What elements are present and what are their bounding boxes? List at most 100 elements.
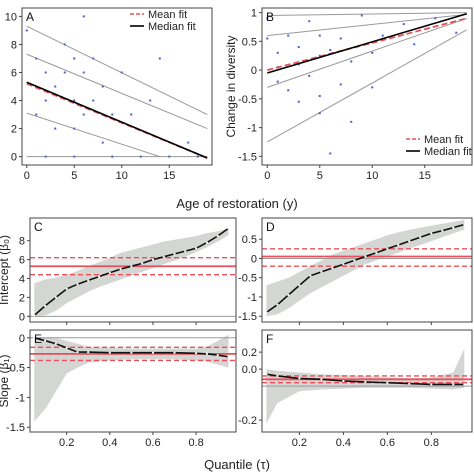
panel-d-y-tick-label: 0 — [251, 253, 257, 265]
panel-a-data-point — [82, 71, 85, 74]
panel-a-data-point — [139, 155, 142, 158]
panel-f-x-tick-label: 0.4 — [336, 437, 351, 449]
panel-d-estimate-point — [386, 247, 389, 250]
panel-b-data-point — [350, 60, 353, 63]
panel-b-data-point — [287, 89, 290, 92]
panel-a-x-tick-label: 5 — [71, 170, 77, 182]
panel-a-data-point — [25, 29, 28, 32]
panel-e-estimate-point — [216, 354, 219, 357]
panel-e-estimate-point — [195, 352, 198, 355]
panel-a-y-tick-label: 8 — [11, 39, 17, 51]
panel-c-plot-area — [30, 227, 236, 317]
panel-d-estimate-point — [298, 284, 301, 287]
panel-f-letter: F — [266, 332, 273, 346]
panel-a-x-tick-label: 15 — [163, 170, 175, 182]
panel-d-estimate-point — [353, 259, 356, 262]
panel-c-estimate-point — [227, 227, 230, 230]
panel-b-data-point — [455, 31, 458, 34]
panel-d-estimate-point — [419, 236, 422, 239]
panel-e-estimate-point — [205, 352, 208, 355]
panel-d-y-tick-label: -1.5 — [238, 311, 257, 323]
panel-e-frame — [29, 329, 237, 433]
panel-c-estimate-point — [151, 258, 155, 261]
panel-f-x-tick-label: 0.8 — [424, 437, 439, 449]
panel-e-estimate-point — [44, 339, 47, 342]
panel-c-estimate-point — [162, 255, 165, 258]
panel-a-data-point — [158, 57, 161, 60]
panel-e-y-tick-label: -1 — [15, 392, 25, 404]
panel-f-estimate-point — [298, 377, 301, 380]
panel-f-y-tick-label: -0.2 — [238, 415, 257, 427]
panel-a-x-tick-label: 10 — [116, 170, 128, 182]
panel-e-y-tick-label: -1.5 — [6, 422, 25, 434]
panel-c-confidence-band — [34, 228, 229, 317]
panel-c-frame — [29, 217, 237, 323]
panel-c-y-tick-label: 8 — [19, 236, 25, 248]
panel-e-x-tick-label: 0.6 — [145, 437, 160, 449]
panel-c-estimate-point — [65, 287, 68, 290]
panel-c-y-tick-label: 2 — [19, 292, 25, 304]
panel-c-estimate-point — [184, 250, 187, 253]
panel-a-data-point — [63, 71, 66, 74]
panel-a-frame — [21, 7, 213, 166]
panel-b-y-tick-label: -1.5 — [238, 151, 257, 163]
panel-d-estimate-point — [276, 303, 279, 306]
x-axis-title-top: Age of restoration (y) — [176, 196, 297, 211]
panel-d-estimate-point — [441, 229, 444, 232]
panel-e-quantile-estimate-line — [34, 337, 229, 358]
panel-f-x-tick-label: 0.2 — [292, 437, 307, 449]
panel-a-data-point — [73, 127, 76, 130]
panel-f-estimate-point — [320, 378, 323, 381]
panel-f-estimate-point — [276, 374, 279, 377]
panel-e-y-tick-label: 0 — [19, 333, 25, 345]
panel-f: F -0.2 0.0 0.2 0.2 0.4 0.6 0.8 — [238, 329, 473, 449]
panel-e-confidence-band — [34, 334, 229, 422]
panel-c: C 0 2 4 6 8 Intercept (β₀) — [0, 217, 237, 325]
panel-b-data-point — [266, 37, 269, 40]
panel-b-x-tick-label: 15 — [419, 170, 431, 182]
panel-b-x-tick-label: 10 — [366, 170, 378, 182]
panel-e-estimate-point — [65, 346, 68, 349]
panel-d-estimate-point — [364, 255, 367, 258]
panel-d-frame — [261, 217, 473, 323]
panel-c-estimate-point — [141, 262, 144, 265]
panel-a-quantile-line-3 — [26, 112, 160, 158]
panel-a-data-point — [168, 155, 171, 158]
panel-a-data-point — [187, 141, 190, 144]
panel-a-letter: A — [26, 10, 34, 24]
panel-b-y-tick-label: -0.5 — [238, 94, 257, 106]
panel-f-y-tick-label: 0.0 — [242, 364, 257, 376]
panel-a-x-tick-label: 0 — [24, 170, 30, 182]
panel-a-data-point — [73, 155, 76, 158]
panel-a-data-point — [82, 15, 85, 18]
panel-b-mean-fit-line — [267, 17, 467, 71]
panel-c-estimate-point — [44, 304, 47, 307]
panel-d-estimate-point — [309, 274, 312, 277]
panel-a-y-tick-label: 10 — [5, 11, 17, 23]
panel-b-quantile-line-4 — [267, 29, 467, 143]
panel-b-quantile-line-1 — [267, 12, 467, 16]
panel-d-estimate-point — [320, 270, 323, 273]
panel-f-estimate-point — [408, 382, 411, 385]
panel-e-estimate-point — [87, 351, 90, 354]
panel-e-y-axis-title: Slope (β₁) — [0, 355, 11, 408]
panel-b-data-point — [339, 37, 342, 40]
panel-b-legend-label: Mean fit — [424, 134, 463, 146]
panel-d-estimate-point — [265, 311, 268, 314]
panel-b-data-point — [329, 48, 332, 51]
panel-a-data-point — [54, 127, 57, 130]
panel-b-data-point — [266, 17, 269, 20]
panel-f-estimate-point — [463, 383, 466, 386]
panel-b-data-point — [287, 34, 290, 37]
panel-b-data-point — [318, 34, 321, 37]
panel-a-data-point — [196, 155, 199, 158]
panel-e-x-tick-label: 0.2 — [59, 437, 74, 449]
panel-e: E -1.5 -1 -0.5 0 0.2 0.4 0.6 0.8 Slope (β₁) — [0, 329, 237, 449]
panel-d-estimate-point — [342, 263, 345, 266]
panel-b-data-point — [339, 83, 342, 86]
panel-b-data-point — [276, 80, 279, 83]
